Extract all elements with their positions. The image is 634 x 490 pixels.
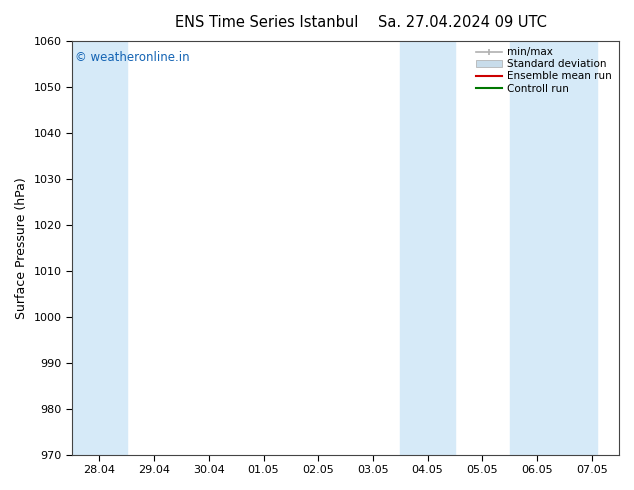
Bar xyxy=(400,41,455,455)
Legend: min/max, Standard deviation, Ensemble mean run, Controll run: min/max, Standard deviation, Ensemble me… xyxy=(472,43,616,98)
Bar xyxy=(510,41,597,455)
Bar xyxy=(72,41,127,455)
Y-axis label: Surface Pressure (hPa): Surface Pressure (hPa) xyxy=(15,177,28,318)
Text: ENS Time Series Istanbul: ENS Time Series Istanbul xyxy=(174,15,358,30)
Text: © weatheronline.in: © weatheronline.in xyxy=(75,51,190,64)
Text: Sa. 27.04.2024 09 UTC: Sa. 27.04.2024 09 UTC xyxy=(378,15,547,30)
